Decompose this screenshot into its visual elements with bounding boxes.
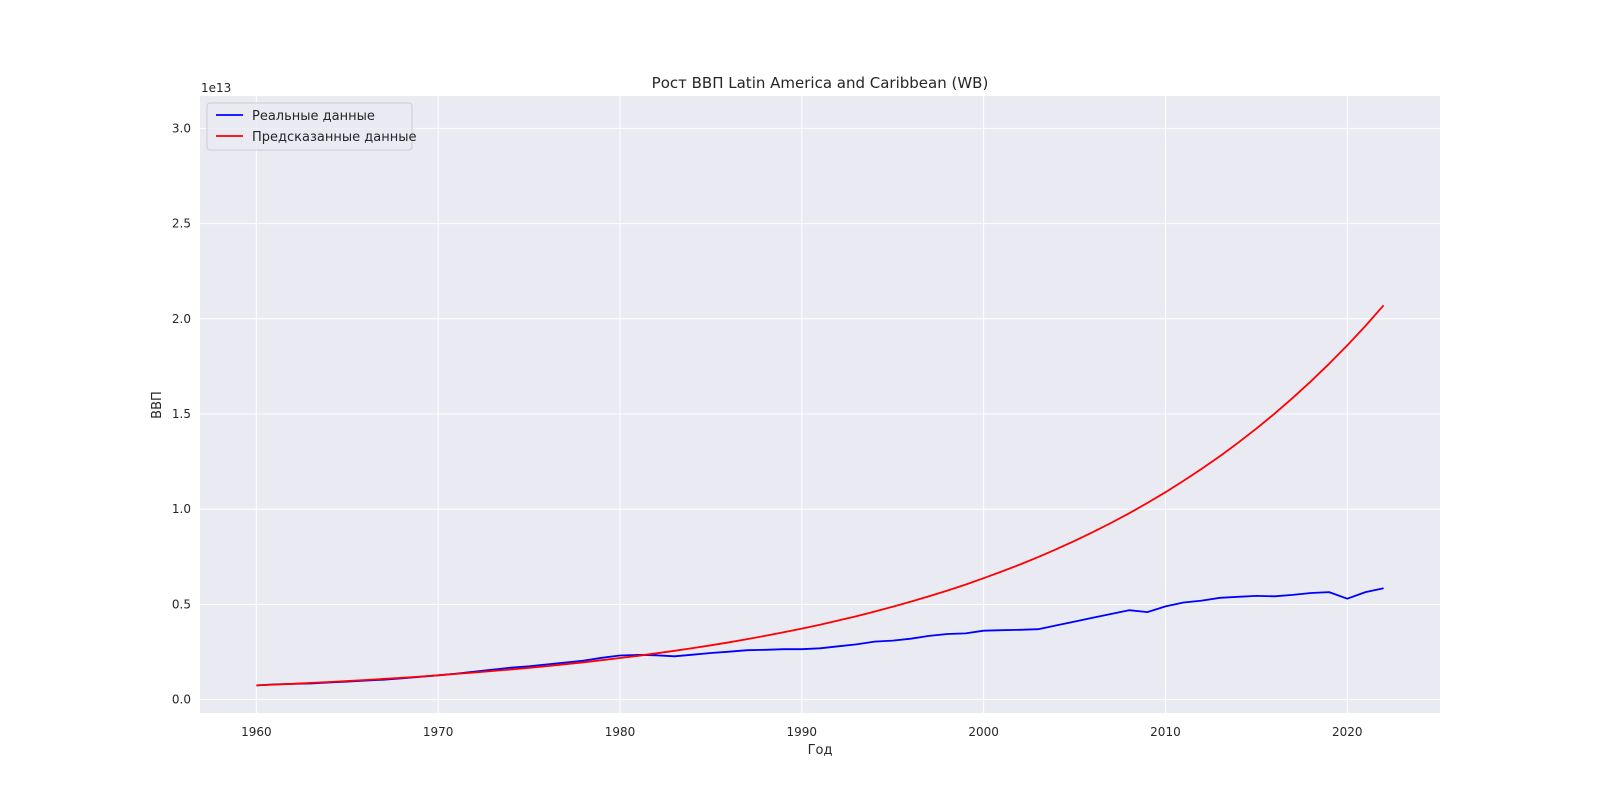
y-tick-label: 1.5 xyxy=(172,407,191,421)
x-tick-label: 2010 xyxy=(1150,725,1181,739)
x-axis-title: Год xyxy=(808,743,833,758)
series-layer xyxy=(256,304,1385,687)
y-axis-ticks: 0.0 0.5 1.0 1.5 2.0 2.5 3.0 xyxy=(172,121,191,706)
legend-label-predicted: Предсказанные данные xyxy=(252,130,416,145)
x-tick-label: 1970 xyxy=(423,725,454,739)
y-tick-label: 0.0 xyxy=(172,693,191,707)
x-tick-label: 2020 xyxy=(1332,725,1363,739)
x-tick-label: 2000 xyxy=(968,725,999,739)
y-tick-label: 3.0 xyxy=(172,121,191,135)
series-line-predicted xyxy=(256,304,1385,687)
y-axis-multiplier: 1e13 xyxy=(201,81,231,95)
plot-area xyxy=(200,96,1440,713)
x-tick-label: 1990 xyxy=(787,725,818,739)
legend-frame xyxy=(206,102,413,151)
y-tick-label: 2.5 xyxy=(172,217,191,231)
y-tick-label: 0.5 xyxy=(172,597,191,611)
chart-title: Рост ВВП Latin America and Caribbean (WB… xyxy=(652,74,989,92)
y-axis-title: ВВП xyxy=(150,391,165,419)
x-axis-ticks: 1960 1970 1980 1990 2000 2010 2020 xyxy=(241,725,1362,739)
x-tick-label: 1980 xyxy=(605,725,636,739)
y-tick-label: 2.0 xyxy=(172,312,191,326)
x-tick-label: 1960 xyxy=(241,725,272,739)
grid xyxy=(200,96,1440,713)
y-tick-label: 1.0 xyxy=(172,502,191,516)
legend: Реальные данные Предсказанные данные xyxy=(206,102,416,151)
legend-label-real: Реальные данные xyxy=(252,109,375,124)
